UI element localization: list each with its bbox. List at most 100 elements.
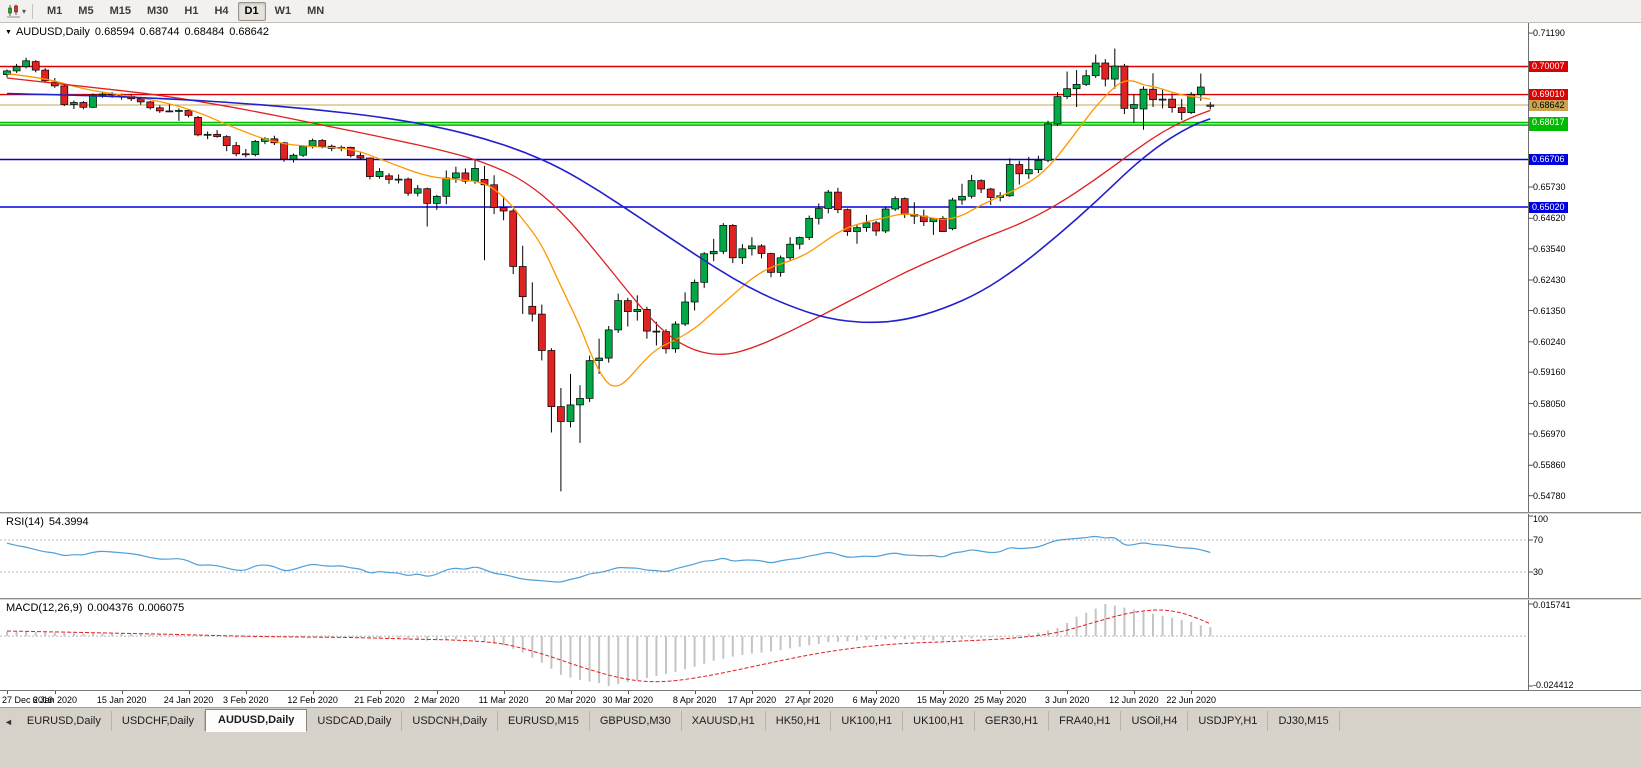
chart-tab-xauusd-h1[interactable]: XAUUSD,H1 (682, 711, 766, 731)
candle (356, 152, 365, 160)
candle (614, 293, 623, 333)
date-label: 6 Jan 2020 (32, 695, 78, 705)
rsi-canvas[interactable] (0, 514, 1641, 598)
candle (986, 187, 995, 206)
date-label: 12 Feb 2020 (287, 695, 338, 705)
candle (585, 355, 594, 403)
candle (824, 189, 833, 214)
date-label: 20 Mar 2020 (545, 695, 596, 705)
chart-tab-usoil-h4[interactable]: USOil,H4 (1121, 711, 1189, 731)
candle (70, 100, 78, 109)
timeframe-button-h4[interactable]: H4 (214, 4, 229, 17)
candle (1196, 73, 1205, 101)
status-area (0, 732, 1641, 767)
date-label: 27 Dec 2019 (2, 695, 54, 705)
chart-tab-audusd-daily[interactable]: AUDUSD,Daily (205, 709, 308, 732)
chart-tab-uk100-h1[interactable]: UK100,H1 (903, 711, 975, 731)
date-label: 25 May 2020 (974, 695, 1027, 705)
date-label: 24 Jan 2020 (163, 695, 214, 705)
chart-tab-ger30-h1[interactable]: GER30,H1 (975, 711, 1050, 731)
candle (814, 203, 823, 225)
candle (442, 170, 451, 205)
macd-pane[interactable]: MACD(12,26,9) 0.004376 0.006075 0.015741 -0… (0, 600, 1641, 690)
candle (1091, 54, 1100, 78)
chart-tabs: EURUSD,Daily USDCHF,Daily AUDUSD,Daily USDC… (17, 708, 1340, 732)
chart-tab-usdjpy-h1[interactable]: USDJPY,H1 (1188, 711, 1269, 731)
tab-scroll-left-button[interactable]: ◄ (4, 717, 13, 727)
candle (1139, 86, 1148, 130)
chart-tab-hk50-h1[interactable]: HK50,H1 (766, 711, 832, 731)
chart-tab-gbpusd-m30[interactable]: GBPUSD,M30 (590, 711, 682, 731)
timeframe-button-h1[interactable]: H1 (184, 4, 199, 17)
main-chart-pane[interactable]: ▼ AUDUSD,Daily 0.68594 0.68744 0.68484 0… (0, 23, 1641, 512)
candle (862, 214, 871, 232)
candle (709, 238, 718, 262)
candle (232, 141, 241, 157)
date-label: 11 Mar 2020 (478, 695, 529, 705)
candle (843, 208, 852, 236)
candle (566, 373, 575, 428)
main-chart-canvas[interactable] (0, 23, 1641, 512)
timeframe-button-m1[interactable]: M1 (47, 4, 63, 17)
chart-tab-usdcad-daily[interactable]: USDCAD,Daily (307, 711, 403, 731)
candle (3, 69, 11, 78)
timeframe-button-m15[interactable]: M15 (109, 4, 131, 17)
rsi-pane[interactable]: RSI(14) 54.3994 100 70 30 (0, 514, 1641, 598)
timeframe-group: M1 M5 M15 M30 H1 H4 D1 W1 MN (39, 1, 332, 21)
chart-tab-usdcnh-daily[interactable]: USDCNH,Daily (402, 711, 498, 731)
candle (213, 130, 221, 138)
chart-tab-uk100-h1[interactable]: UK100,H1 (831, 711, 904, 731)
candle (834, 187, 842, 214)
pane-splitter[interactable] (0, 512, 1641, 514)
candle (681, 292, 689, 326)
candle (480, 165, 489, 261)
macd-signal-line (6, 609, 1211, 683)
rsi-value: 54.3994 (48, 516, 89, 528)
ohlc-close: 0.68642 (229, 26, 269, 38)
candle (623, 297, 632, 327)
ma-fast-line (6, 73, 1211, 387)
candle (490, 175, 498, 215)
timeframe-button-m30[interactable]: M30 (146, 4, 169, 17)
ohlc-low: 0.68484 (184, 26, 225, 38)
candle (795, 236, 804, 250)
candle (471, 159, 479, 184)
time-axis[interactable]: 27 Dec 2019 6 Jan 2020 15 Jan 2020 24 Jan 2… (0, 690, 1641, 707)
candle (1120, 63, 1129, 114)
candle (289, 153, 298, 163)
candle (1110, 48, 1119, 89)
candle (919, 209, 928, 226)
candle (1158, 89, 1167, 109)
candle (1101, 59, 1110, 87)
timeframe-button-w1[interactable]: W1 (274, 4, 292, 17)
candle (767, 252, 775, 278)
chart-tab-usdchf-daily[interactable]: USDCHF,Daily (112, 711, 206, 731)
chart-tab-eurusd-m15[interactable]: EURUSD,M15 (498, 711, 590, 731)
candle (432, 194, 441, 210)
candle (1005, 158, 1014, 197)
candle (41, 68, 50, 83)
timeframe-button-d1[interactable]: D1 (237, 1, 266, 21)
timeframe-button-mn[interactable]: MN (307, 4, 325, 17)
candle (881, 206, 890, 233)
candle (757, 244, 766, 259)
candle (967, 174, 976, 199)
candle (786, 237, 794, 262)
ohlc-high: 0.68744 (139, 26, 180, 38)
candle (461, 168, 470, 184)
candle (948, 197, 957, 231)
candle (79, 101, 88, 110)
chart-tab-dj30-m15[interactable]: DJ30,M15 (1268, 711, 1340, 731)
dropdown-caret-icon[interactable]: ▾ (22, 6, 27, 16)
candle (1149, 73, 1157, 107)
candle (671, 321, 680, 353)
timeframe-button-m5[interactable]: M5 (78, 4, 94, 17)
candle (499, 196, 508, 221)
candle (652, 321, 661, 346)
candle (394, 174, 403, 184)
macd-canvas[interactable] (0, 600, 1641, 690)
pane-splitter[interactable] (0, 598, 1641, 600)
chart-type-icon[interactable] (4, 3, 22, 19)
chart-tab-eurusd-daily[interactable]: EURUSD,Daily (17, 711, 112, 731)
chart-tab-fra40-h1[interactable]: FRA40,H1 (1049, 711, 1122, 731)
